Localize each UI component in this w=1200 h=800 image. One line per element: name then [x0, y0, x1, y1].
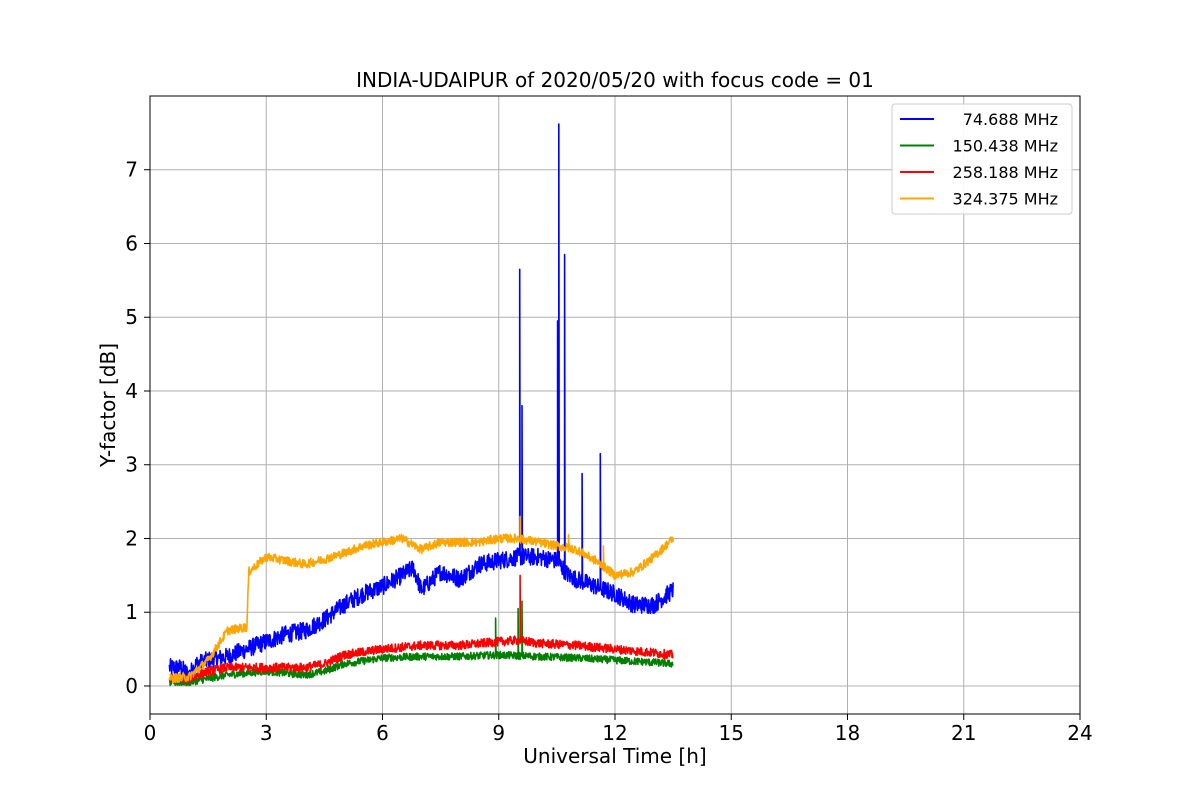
y-axis-label: Y-factor [dB]: [96, 343, 120, 468]
x-tick-label: 6: [376, 721, 389, 745]
legend-entry: 324.375 MHz: [953, 190, 1058, 209]
legend: 74.688 MHz 150.438 MHz 258.188 MHz 324.375 …: [891, 103, 1073, 215]
y-tick-label: 1: [125, 600, 138, 624]
legend-box: [891, 103, 1073, 215]
series-line: [168, 600, 674, 687]
y-tick-label: 2: [125, 526, 138, 550]
y-tick-label: 7: [125, 158, 138, 182]
y-tick-label: 5: [125, 305, 138, 329]
y-tick-label: 0: [125, 674, 138, 698]
legend-entry: 74.688 MHz: [963, 110, 1058, 129]
legend-entry: 258.188 MHz: [953, 163, 1058, 182]
series-line: [168, 123, 674, 683]
series-line: [168, 574, 674, 684]
x-tick-label: 0: [144, 721, 157, 745]
x-tick-label: 24: [1067, 721, 1092, 745]
x-tick-label: 15: [719, 721, 744, 745]
y-tick-label: 4: [125, 379, 138, 403]
plot-area: [168, 123, 674, 687]
x-tick-label: 3: [260, 721, 273, 745]
y-tick-label: 3: [125, 453, 138, 477]
legend-entry: 150.438 MHz: [953, 137, 1058, 156]
x-axis-label: Universal Time [h]: [523, 744, 706, 768]
x-tick-label: 9: [492, 721, 505, 745]
grid: [149, 96, 1081, 714]
x-tick-label: 18: [835, 721, 860, 745]
x-tick-label: 12: [602, 721, 627, 745]
chart-title: INDIA-UDAIPUR of 2020/05/20 with focus c…: [356, 68, 874, 92]
series-line: [168, 515, 674, 684]
y-tick-label: 6: [125, 231, 138, 255]
x-tick-label: 21: [951, 721, 976, 745]
